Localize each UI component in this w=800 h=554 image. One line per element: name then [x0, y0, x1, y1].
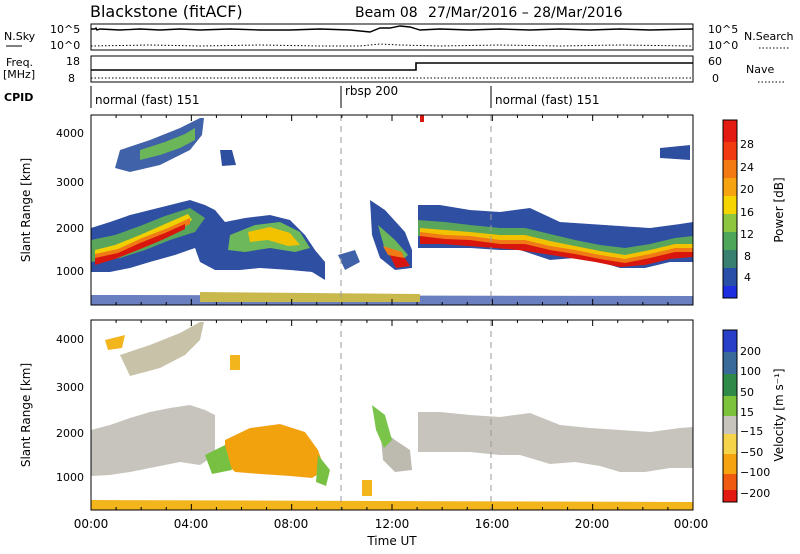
power-panel: Slant Range [km] 4000 3000 2000 1000: [19, 114, 694, 306]
freq-panel: Freq. [MHz] 18 8 60 0 Nave: [3, 55, 786, 85]
nsky-tick-top: 10^5: [50, 23, 80, 36]
velocity-cbar-tick: −50: [740, 446, 763, 459]
beam-label: Beam 08: [355, 5, 418, 21]
power-ytick: 1000: [56, 265, 84, 278]
velocity-ytick: 1000: [56, 471, 84, 484]
velocity-cbar-tick: 200: [740, 345, 761, 358]
freq-tick-bottom: 8: [68, 72, 75, 85]
nave-label: Nave: [746, 63, 774, 76]
x-axis-label: Time UT: [366, 534, 417, 548]
x-tick-label: 00:00: [74, 517, 109, 531]
velocity-cbar-tick: 15: [740, 406, 754, 419]
velocity-cbar-tick: 100: [740, 365, 761, 378]
cpid-segment-1: normal (fast) 151: [95, 93, 199, 107]
x-tick-label: 20:00: [575, 517, 610, 531]
velocity-yticks: 4000 3000 2000 1000: [56, 333, 84, 484]
nsearch-tick-top: 10^5: [708, 23, 738, 36]
velocity-ytick: 4000: [56, 333, 84, 346]
date-range: 27/Mar/2016 – 28/Mar/2016: [428, 5, 623, 21]
freq-unit: [MHz]: [3, 68, 35, 81]
power-scatter: [91, 115, 693, 305]
power-cbar-tick: 12: [740, 228, 754, 241]
velocity-ytick: 2000: [56, 427, 84, 440]
nsky-line: [91, 25, 694, 33]
freq-tick-top: 18: [66, 55, 80, 68]
nsearch-line: [90, 43, 694, 47]
nsky-panel: N.Sky 10^5 10^0 10^5 10^0 N.Search: [4, 23, 794, 52]
velocity-ytick: 3000: [56, 381, 84, 394]
velocity-ylabel: Slant Range [km]: [19, 363, 33, 467]
velocity-colorbar: 200 100 50 15 −15 −50 −100 −200 Velocity…: [722, 329, 786, 503]
velocity-cbar-tick: −200: [740, 487, 770, 500]
tick-marks: [90, 115, 694, 510]
power-cbar-tick: 8: [744, 250, 751, 263]
x-tick-label: 12:00: [375, 517, 410, 531]
cpid-label: CPID: [4, 91, 33, 104]
velocity-cbar-tick: 50: [740, 386, 754, 399]
velocity-panel: Slant Range [km] 4000 3000 2000 1000: [19, 319, 694, 511]
x-tick-label: 04:00: [174, 517, 209, 531]
cpid-segment-2: rbsp 200: [345, 84, 398, 98]
velocity-cbar-tick: −15: [740, 425, 763, 438]
nave-tick-bottom: 0: [712, 72, 719, 85]
x-axis: 00:00 04:00 08:00 12:00 16:00 20:00 00:0…: [74, 517, 709, 548]
x-tick-label: 00:00: [674, 517, 709, 531]
power-ytick: 4000: [56, 127, 84, 140]
nsky-tick-bottom: 10^0: [50, 39, 80, 52]
x-tick-label: 16:00: [475, 517, 510, 531]
nave-tick-top: 60: [708, 55, 722, 68]
freq-label: Freq.: [6, 56, 33, 69]
nsearch-label: N.Search: [744, 30, 794, 43]
velocity-cbar-label: Velocity [m s⁻¹]: [772, 368, 786, 461]
power-ytick: 2000: [56, 222, 84, 235]
power-cbar-tick: 4: [744, 271, 751, 284]
power-cbar-tick: 28: [740, 138, 754, 151]
power-ylabel: Slant Range [km]: [19, 158, 33, 262]
freq-line: [91, 62, 693, 71]
power-cbar-tick: 20: [740, 183, 754, 196]
power-yticks: 4000 3000 2000 1000: [56, 127, 84, 278]
radar-title: Blackstone (fitACF): [90, 2, 243, 21]
nsearch-tick-bottom: 10^0: [708, 39, 738, 52]
x-tick-label: 08:00: [274, 517, 309, 531]
power-colorbar: 28 24 20 16 12 8 4 Power [dB]: [722, 119, 786, 299]
velocity-cbar-tick: −100: [740, 466, 770, 479]
cpid-segment-3: normal (fast) 151: [495, 93, 599, 107]
power-cbar-tick: 16: [740, 206, 754, 219]
power-cbar-label: Power [dB]: [772, 177, 786, 242]
cpid-row: CPID normal (fast) 151 rbsp 200 normal (…: [4, 84, 599, 108]
power-cbar-tick: 24: [740, 161, 754, 174]
nsky-label: N.Sky: [4, 30, 36, 43]
power-ytick: 3000: [56, 176, 84, 189]
